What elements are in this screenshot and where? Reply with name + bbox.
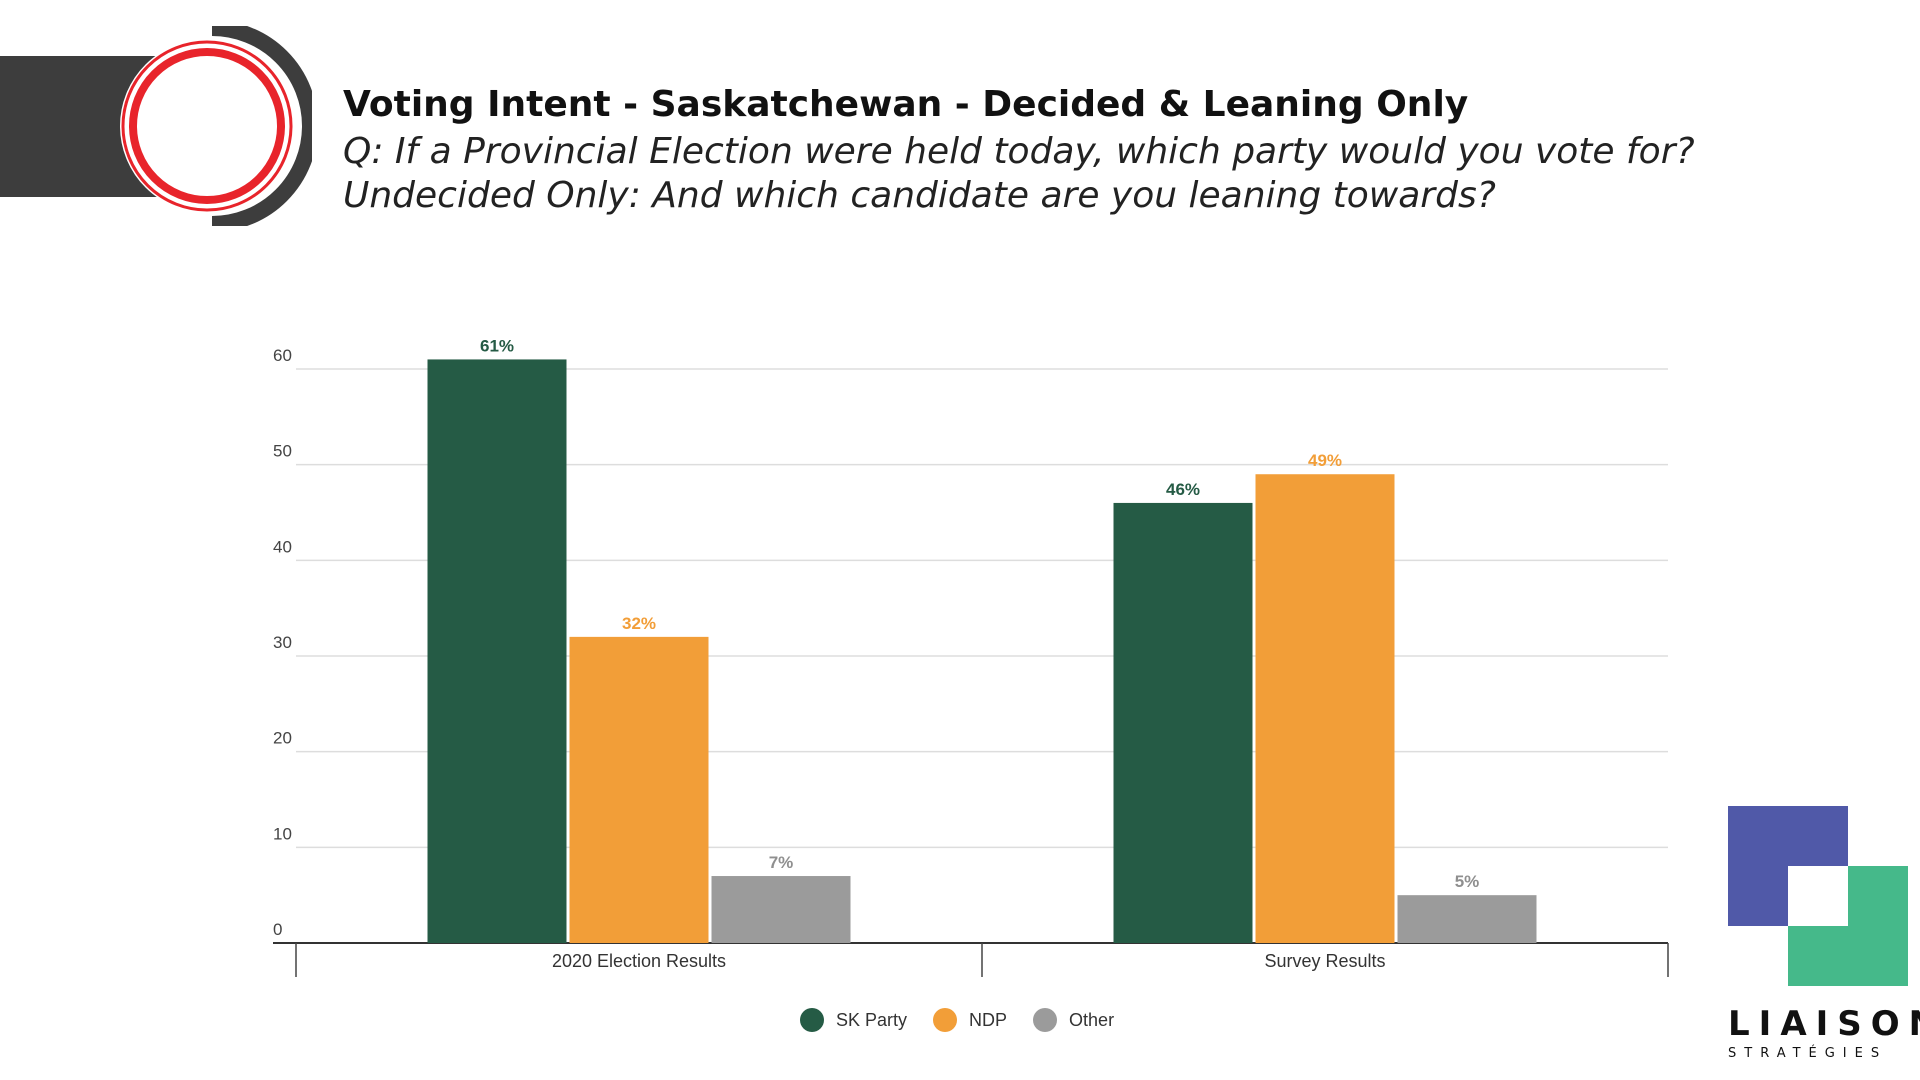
bar [569,636,709,943]
legend-swatch-other [1033,1008,1058,1032]
legend-item-other: Other [1033,1008,1114,1032]
liaison-logo-icon [1728,806,1908,986]
bar [1255,474,1395,943]
brand-name: LIAISON [1728,1004,1920,1044]
legend-label-other: Other [1069,1009,1115,1030]
bar [1113,502,1253,943]
y-tick-label: 0 [273,920,282,939]
legend: SK Party NDP Other [800,1008,1114,1032]
data-label: 49% [1308,451,1342,470]
legend-label-ndp: NDP [969,1009,1008,1030]
y-tick-label: 50 [273,442,292,461]
data-label: 61% [480,336,514,355]
legend-swatch-sk-party [800,1008,824,1032]
bar [711,876,851,943]
y-tick-label: 20 [273,729,292,748]
data-label: 5% [1455,872,1480,891]
question-text: Q: If a Provincial Election were held to… [343,131,1695,172]
y-tick-label: 60 [273,346,292,365]
legend-swatch-ndp [933,1008,958,1032]
data-label: 32% [622,614,656,633]
liaison-logo: LIAISON STRATÉGIES [1728,806,1920,1066]
followup-text: Undecided Only: And which candidate are … [343,175,1496,216]
bar [1397,895,1537,943]
data-label: 46% [1166,480,1200,499]
x-category-label: Survey Results [1264,951,1385,971]
y-tick-label: 10 [273,824,292,843]
y-tick-label: 30 [273,633,292,652]
header-titles: Voting Intent - Saskatchewan - Decided &… [343,80,1695,218]
data-label: 7% [769,853,794,872]
bar [427,359,567,943]
brand-subtitle: STRATÉGIES [1728,1046,1888,1061]
ring-logo-icon [120,26,312,226]
legend-item-sk-party: SK Party [800,1008,907,1032]
legend-item-ndp: NDP [933,1008,1007,1032]
y-tick-label: 40 [273,537,292,556]
chart-title: Voting Intent - Saskatchewan - Decided &… [343,84,1469,125]
x-category-label: 2020 Election Results [552,951,726,971]
legend-label-sk-party: SK Party [836,1009,908,1030]
